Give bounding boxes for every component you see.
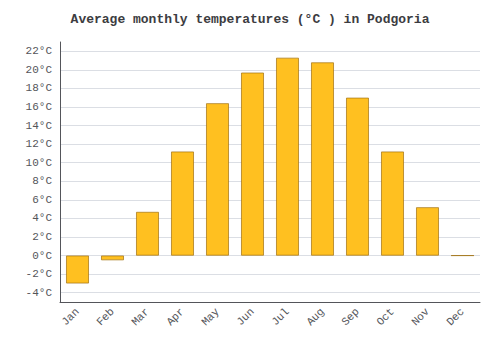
svg-text:Average monthly temperatures (: Average monthly temperatures (°C ) in Po… (71, 12, 430, 27)
svg-text:2°C: 2°C (32, 231, 52, 243)
svg-text:Nov: Nov (409, 305, 432, 328)
svg-text:0°C: 0°C (32, 250, 52, 262)
svg-text:20°C: 20°C (26, 64, 53, 76)
svg-text:Sep: Sep (339, 306, 361, 328)
svg-text:6°C: 6°C (32, 194, 52, 206)
svg-text:Jul: Jul (269, 306, 291, 328)
svg-text:May: May (199, 305, 222, 328)
svg-text:-2°C: -2°C (26, 268, 53, 280)
svg-text:10°C: 10°C (26, 157, 53, 169)
svg-text:22°C: 22°C (26, 45, 53, 57)
svg-text:Aug: Aug (304, 306, 326, 328)
svg-text:16°C: 16°C (26, 101, 53, 113)
svg-text:Apr: Apr (164, 306, 186, 328)
svg-text:Dec: Dec (444, 306, 466, 328)
svg-text:18°C: 18°C (26, 82, 53, 94)
svg-text:12°C: 12°C (26, 138, 53, 150)
svg-text:Jun: Jun (234, 306, 256, 328)
svg-text:4°C: 4°C (32, 212, 52, 224)
svg-text:14°C: 14°C (26, 120, 53, 132)
svg-text:-4°C: -4°C (26, 287, 53, 299)
svg-text:Feb: Feb (94, 306, 116, 328)
svg-text:Jan: Jan (59, 306, 81, 328)
svg-text:8°C: 8°C (32, 175, 52, 187)
svg-text:Mar: Mar (129, 306, 151, 328)
svg-text:Oct: Oct (374, 306, 396, 328)
